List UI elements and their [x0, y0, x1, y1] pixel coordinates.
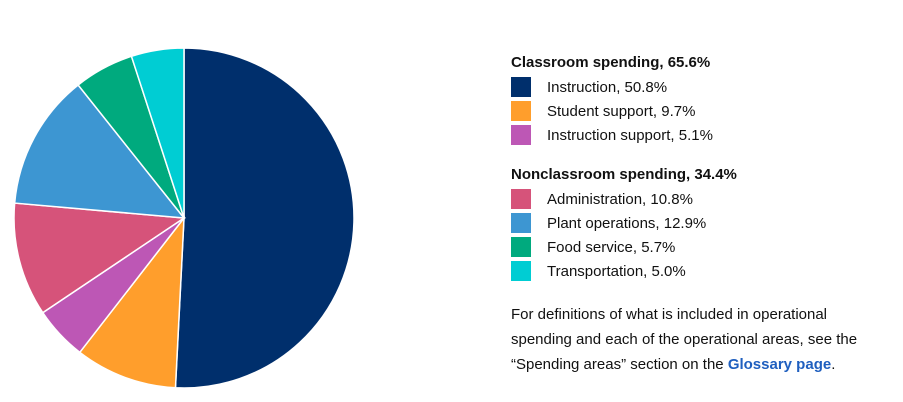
- pie-slice-instruction: [174, 47, 355, 389]
- legend-label: Instruction support, 5.1%: [547, 126, 713, 144]
- legend-item-student-support: Student support, 9.7%: [511, 99, 891, 123]
- legend-swatch: [511, 213, 531, 233]
- glossary-link[interactable]: Glossary page: [727, 356, 832, 373]
- legend-swatch: [511, 237, 531, 257]
- legend-item-administration: Administration, 10.8%: [511, 187, 891, 211]
- note-text: For definitions of what is included in o…: [511, 306, 858, 373]
- legend-swatch: [511, 189, 531, 209]
- legend: Classroom spending, 65.6% Instruction, 5…: [511, 53, 891, 377]
- legend-item-instruction: Instruction, 50.8%: [511, 75, 891, 99]
- legend-group-nonclassroom: Nonclassroom spending, 34.4% Administrat…: [511, 165, 891, 283]
- legend-label: Student support, 9.7%: [547, 102, 696, 120]
- legend-label: Food service, 5.7%: [547, 238, 676, 256]
- legend-label: Transportation, 5.0%: [547, 262, 686, 280]
- pie-slice-plant-operations: [13, 83, 186, 219]
- legend-item-instruction-support: Instruction support, 5.1%: [511, 123, 891, 147]
- legend-swatch: [511, 77, 531, 97]
- legend-item-food-service: Food service, 5.7%: [511, 235, 891, 259]
- pie-slice-transportation: [130, 47, 185, 219]
- legend-group-title: Nonclassroom spending, 34.4%: [511, 166, 737, 183]
- legend-swatch: [511, 261, 531, 281]
- definitions-note: For definitions of what is included in o…: [511, 302, 891, 377]
- note-end: .: [831, 356, 836, 373]
- pie-slice-student-support: [78, 215, 185, 389]
- legend-group-classroom: Classroom spending, 65.6% Instruction, 5…: [511, 53, 891, 147]
- legend-swatch: [511, 125, 531, 145]
- legend-group-title: Classroom spending, 65.6%: [511, 54, 711, 71]
- legend-swatch: [511, 101, 531, 121]
- legend-label: Plant operations, 12.9%: [547, 214, 707, 232]
- legend-item-plant-operations: Plant operations, 12.9%: [511, 211, 891, 235]
- pie-slice-administration: [13, 202, 187, 314]
- pie-chart: [13, 47, 355, 389]
- legend-label: Administration, 10.8%: [547, 190, 693, 208]
- legend-label: Instruction, 50.8%: [547, 78, 668, 96]
- legend-item-transportation: Transportation, 5.0%: [511, 259, 891, 283]
